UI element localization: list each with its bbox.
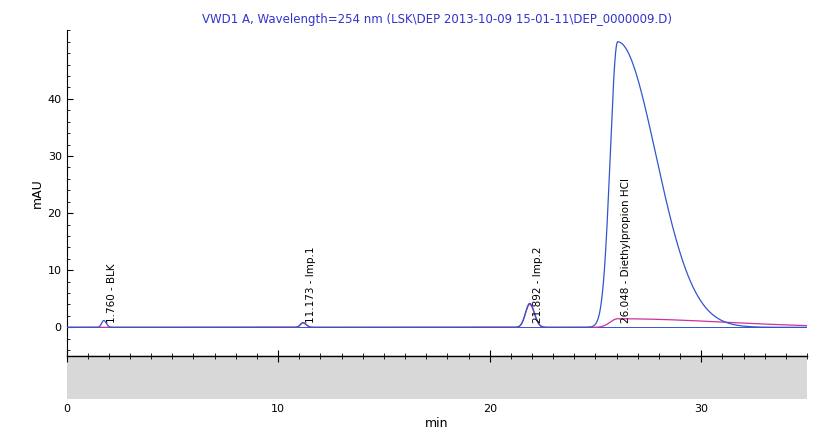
Text: 26.048 - Diethylpropion HCl: 26.048 - Diethylpropion HCl [621, 178, 631, 323]
Text: 11.173 - Imp.1: 11.173 - Imp.1 [306, 246, 316, 323]
Y-axis label: mAU: mAU [31, 178, 43, 208]
X-axis label: min: min [425, 417, 448, 430]
Title: VWD1 A, Wavelength=254 nm (LSK\DEP 2013-10-09 15-01-11\DEP_0000009.D): VWD1 A, Wavelength=254 nm (LSK\DEP 2013-… [202, 13, 671, 26]
Text: 1.760 - BLK: 1.760 - BLK [107, 263, 117, 323]
Text: 21.892 - Imp.2: 21.892 - Imp.2 [532, 246, 543, 323]
